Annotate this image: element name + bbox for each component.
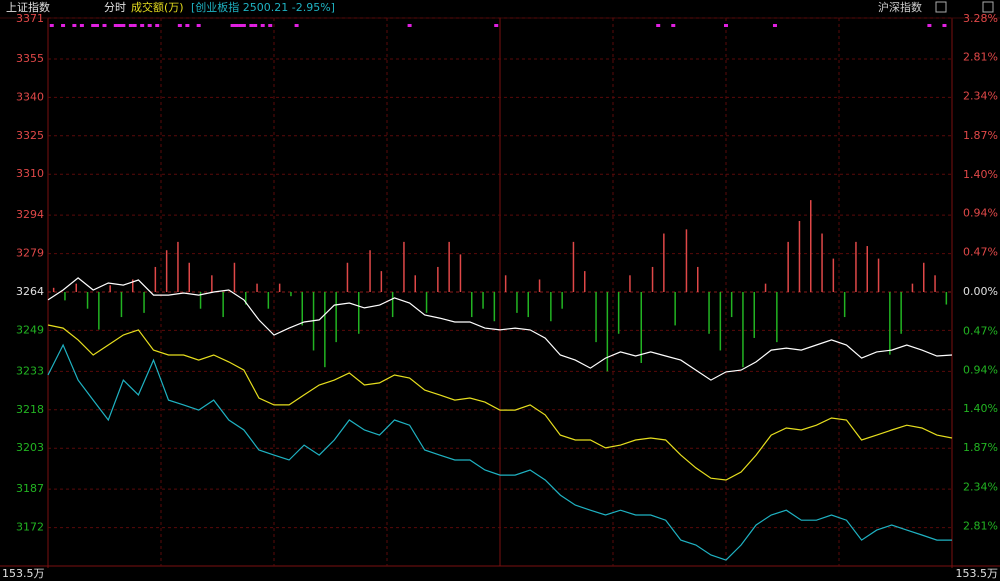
event-marker [294,24,299,27]
y2-tick-label: 2.81% [963,50,998,63]
y2-tick-label: 0.47% [963,246,998,259]
y-tick-label: 3310 [16,167,44,180]
y-tick-label: 3233 [16,364,44,377]
volume-label: 153.5万 [956,567,999,580]
compare-label: [创业板指 2500.21 -2.95%] [191,0,335,14]
settings-icon[interactable] [935,1,947,13]
y-tick-label: 3355 [16,52,44,65]
event-marker [185,24,190,27]
y-tick-label: 3172 [16,521,44,534]
y-tick-label: 3264 [16,285,44,298]
y2-tick-label: 1.40% [963,402,998,415]
event-marker [155,24,160,27]
y-tick-label: 3371 [16,12,44,25]
y-tick-label: 3294 [16,208,44,221]
event-marker [61,24,66,27]
y-tick-label: 3187 [16,482,44,495]
event-marker [656,24,661,27]
event-marker [79,24,84,27]
event-marker [91,24,96,27]
indicator-label: 成交额(万) [131,0,184,14]
event-marker [147,24,152,27]
event-marker [234,24,239,27]
y2-tick-label: 2.34% [963,90,998,103]
event-marker [249,24,254,27]
event-marker [177,24,182,27]
event-marker [128,24,133,27]
y2-tick-label: 1.87% [963,129,998,142]
volume-label: 153.5万 [2,567,45,580]
event-marker [671,24,676,27]
event-marker [102,24,107,27]
y-tick-label: 3249 [16,323,44,336]
y2-tick-label: 0.94% [963,206,998,219]
right-label[interactable]: 沪深指数 [878,0,922,14]
event-marker [724,24,728,27]
event-marker [942,24,947,27]
event-marker [140,24,145,27]
event-marker [117,24,122,27]
event-marker [196,24,201,27]
event-marker [260,24,265,27]
mode-label: 分时 [104,1,126,14]
event-marker [241,24,246,27]
event-marker [132,24,137,27]
y2-tick-label: 0.47% [963,324,998,337]
event-marker [927,24,932,27]
y-tick-label: 3218 [16,403,44,416]
event-marker [253,24,258,27]
event-marker [407,24,412,27]
event-marker [113,24,118,27]
y-tick-label: 3340 [16,90,44,103]
y-tick-label: 3325 [16,129,44,142]
price-line [47,343,952,561]
index-name: 上证指数 [6,0,50,14]
event-marker [94,24,99,27]
event-marker [121,24,126,27]
y2-tick-label: 2.34% [963,480,998,493]
y-tick-label: 3203 [16,441,44,454]
event-marker [72,24,77,27]
price-line [47,324,953,481]
event-marker [230,24,235,27]
event-marker [494,24,499,27]
y2-tick-label: 0.94% [963,364,998,377]
menu-icon[interactable] [982,1,994,13]
y-tick-label: 3279 [16,247,44,260]
price-line [47,277,953,381]
y2-tick-label: 1.40% [963,168,998,181]
event-marker [268,24,273,27]
event-marker [238,24,243,27]
event-marker [772,24,777,27]
y2-tick-label: 0.00% [963,285,998,298]
y2-tick-label: 2.81% [963,520,998,533]
y2-tick-label: 3.28% [963,12,998,25]
event-marker [49,24,54,27]
y2-tick-label: 1.87% [963,441,998,454]
